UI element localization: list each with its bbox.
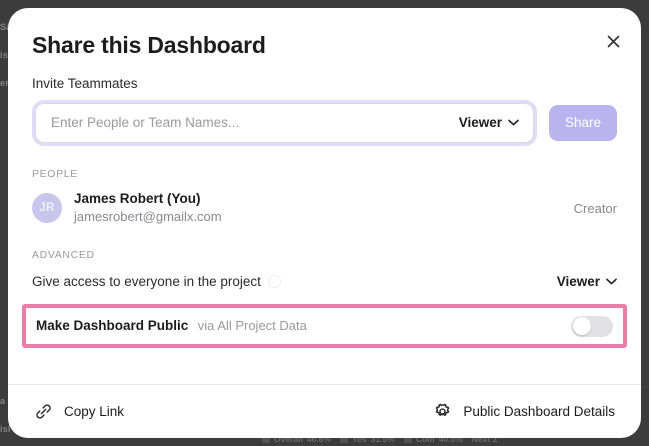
background-legend: Overall 46.8% Yes 31.5% Com 40.5% Next 2 [262, 434, 497, 444]
make-public-sublabel: via All Project Data [197, 318, 307, 334]
legend-label: Next 2 [471, 434, 498, 444]
modal-footer: Copy Link Public Dashboard Details [8, 384, 641, 438]
link-icon [36, 404, 51, 419]
share-dashboard-modal: Share this Dashboard Invite Teammates Vi… [8, 8, 641, 438]
make-public-texts: Make Dashboard Public via All Project Da… [36, 317, 571, 335]
person-name: James Robert (You) [74, 190, 201, 206]
background-text: isl [0, 50, 11, 60]
public-dashboard-details-button[interactable]: Public Dashboard Details [433, 402, 615, 421]
people-section-heading: PEOPLE [32, 167, 78, 180]
person-info: James Robert (You) jamesrobert@gmailx.co… [74, 191, 574, 226]
legend-swatch-icon [403, 435, 412, 443]
legend-label: Yes [351, 434, 367, 444]
invite-people-input[interactable] [51, 115, 459, 131]
make-public-label: Make Dashboard Public [36, 318, 189, 334]
invite-field: Viewer [35, 102, 534, 143]
close-icon[interactable] [600, 28, 626, 54]
invite-role-value: Viewer [458, 115, 502, 131]
copy-link-button[interactable]: Copy Link [34, 402, 124, 421]
share-button[interactable]: Share [549, 104, 617, 141]
public-dashboard-details-label: Public Dashboard Details [463, 404, 615, 419]
background-text: isl [0, 424, 11, 434]
person-email: jamesrobert@gmailx.com [74, 209, 222, 225]
background-legend-item: Overall 46.8% [262, 434, 331, 444]
background-legend-item: Next 2 [472, 434, 498, 444]
background-text: Sa [0, 22, 12, 32]
make-dashboard-public-row: Make Dashboard Public via All Project Da… [26, 308, 623, 344]
page-title: Share this Dashboard [32, 32, 266, 58]
gear-icon [436, 403, 450, 416]
info-icon [267, 275, 281, 289]
legend-value: 40.5% [438, 434, 463, 444]
invite-teammates-label: Invite Teammates [32, 75, 138, 91]
background-legend-item: Yes 31.5% [339, 434, 395, 444]
legend-value: 46.8% [306, 434, 331, 444]
background-text: en [0, 78, 11, 88]
copy-link-label: Copy Link [64, 404, 125, 419]
project-access-role-value: Viewer [556, 274, 600, 290]
legend-swatch-icon [262, 435, 270, 443]
project-access-row: Give access to everyone in the project V… [8, 261, 641, 289]
avatar: JR [32, 193, 62, 224]
make-public-toggle[interactable] [571, 315, 613, 337]
project-access-label: Give access to everyone in the project [32, 274, 261, 290]
list-item: JR James Robert (You) jamesrobert@gmailx… [8, 180, 641, 226]
background-text: a [0, 396, 6, 406]
invite-role-dropdown[interactable]: Viewer [459, 115, 519, 130]
project-access-role-dropdown[interactable]: Viewer [557, 274, 617, 289]
toggle-knob [572, 317, 591, 336]
invite-row: Viewer Share [8, 91, 641, 146]
legend-value: 31.5% [370, 434, 395, 444]
legend-label: Overall [274, 434, 303, 444]
person-role: Creator [573, 200, 617, 216]
make-public-highlight: Make Dashboard Public via All Project Da… [22, 304, 627, 349]
advanced-section-heading: ADVANCED [32, 249, 95, 262]
legend-swatch-icon [339, 435, 348, 443]
legend-label: Com [415, 434, 435, 444]
background-legend-item: Com 40.5% [403, 434, 463, 444]
chevron-down-icon [508, 119, 519, 126]
chevron-down-icon [606, 278, 617, 285]
invite-input-focus-ring: Viewer [32, 99, 537, 146]
